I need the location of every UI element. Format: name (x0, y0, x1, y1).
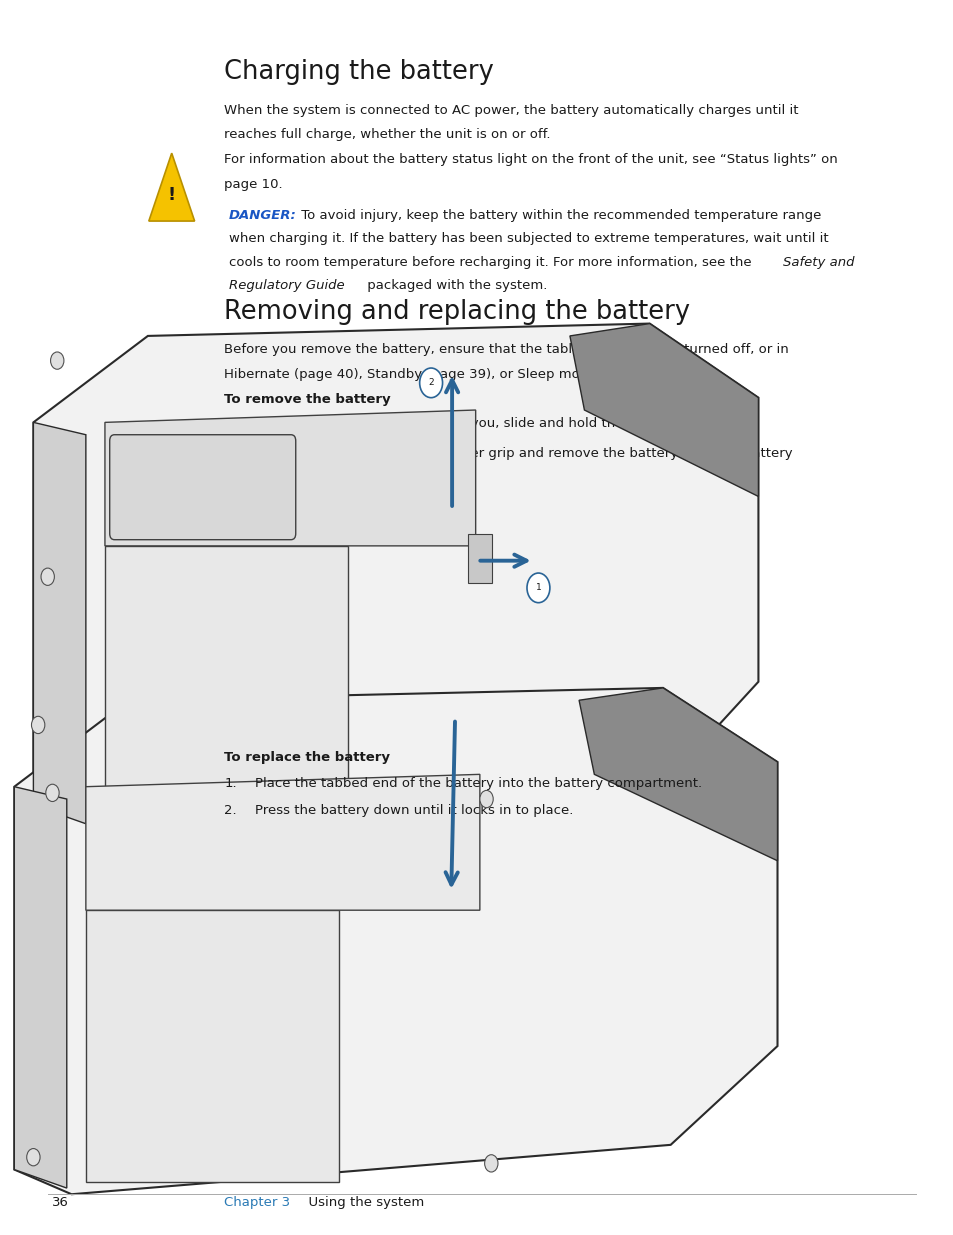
Polygon shape (14, 688, 777, 1194)
Polygon shape (33, 422, 86, 824)
Text: To remove the battery: To remove the battery (224, 393, 391, 406)
Text: 2.: 2. (224, 804, 236, 818)
Text: Press the battery down until it locks in to place.: Press the battery down until it locks in… (254, 804, 573, 818)
Circle shape (526, 573, 549, 603)
Polygon shape (33, 324, 758, 830)
Circle shape (484, 1155, 497, 1172)
Text: To replace the battery: To replace the battery (224, 751, 390, 764)
Polygon shape (86, 774, 479, 910)
Polygon shape (105, 410, 476, 546)
Circle shape (41, 568, 54, 585)
Text: Chapter 3: Chapter 3 (224, 1195, 290, 1209)
Text: Safety and: Safety and (782, 256, 854, 269)
Circle shape (51, 352, 64, 369)
Circle shape (31, 716, 45, 734)
Bar (468, 534, 492, 583)
Text: Hibernate (page 40), Standby (page 39), or Sleep mode (Vista) (page 38).: Hibernate (page 40), Standby (page 39), … (224, 368, 717, 382)
Text: 1.: 1. (224, 417, 236, 431)
Text: 36: 36 (52, 1195, 70, 1209)
Text: when charging it. If the battery has been subjected to extreme temperatures, wai: when charging it. If the battery has bee… (229, 232, 828, 246)
Circle shape (27, 1149, 40, 1166)
Text: packaged with the system.: packaged with the system. (362, 279, 546, 293)
Text: Before you remove the battery, ensure that the tablet is plugged in, turned off,: Before you remove the battery, ensure th… (224, 343, 788, 357)
Polygon shape (569, 324, 758, 496)
Text: Regulatory Guide: Regulatory Guide (229, 279, 344, 293)
Text: 1: 1 (535, 583, 540, 593)
Text: DANGER:: DANGER: (229, 209, 296, 222)
Text: !: ! (168, 186, 175, 204)
Text: For information about the battery status light on the front of the unit, see “St: For information about the battery status… (224, 153, 837, 167)
Circle shape (46, 784, 59, 802)
Text: When the system is connected to AC power, the battery automatically charges unti: When the system is connected to AC power… (224, 104, 798, 117)
Circle shape (479, 790, 493, 808)
Text: 2.: 2. (224, 447, 236, 461)
Text: 2: 2 (428, 378, 434, 388)
Text: Charging the battery: Charging the battery (224, 59, 494, 85)
Text: Removing and replacing the battery: Removing and replacing the battery (224, 299, 690, 325)
Text: To avoid injury, keep the battery within the recommended temperature range: To avoid injury, keep the battery within… (296, 209, 821, 222)
Polygon shape (14, 787, 67, 1188)
FancyBboxPatch shape (110, 435, 295, 540)
Text: Place the tabbed end of the battery into the battery compartment.: Place the tabbed end of the battery into… (254, 777, 701, 790)
Circle shape (419, 368, 442, 398)
Text: page 10.: page 10. (224, 178, 282, 191)
Text: cools to room temperature before recharging it. For more information, see the: cools to room temperature before recharg… (229, 256, 755, 269)
Text: reaches full charge, whether the unit is on or off.: reaches full charge, whether the unit is… (224, 128, 550, 142)
Text: With the back of the unit facing you, slide and hold the battery latch.: With the back of the unit facing you, sl… (254, 417, 717, 431)
Polygon shape (578, 688, 777, 861)
Text: compartment.: compartment. (254, 472, 349, 485)
Polygon shape (149, 153, 194, 221)
Bar (105, 546, 348, 818)
Text: Insert your finger under the finger grip and remove the battery from the battery: Insert your finger under the finger grip… (254, 447, 792, 461)
Text: 1.: 1. (224, 777, 236, 790)
Bar (86, 910, 338, 1182)
Text: Using the system: Using the system (299, 1195, 423, 1209)
